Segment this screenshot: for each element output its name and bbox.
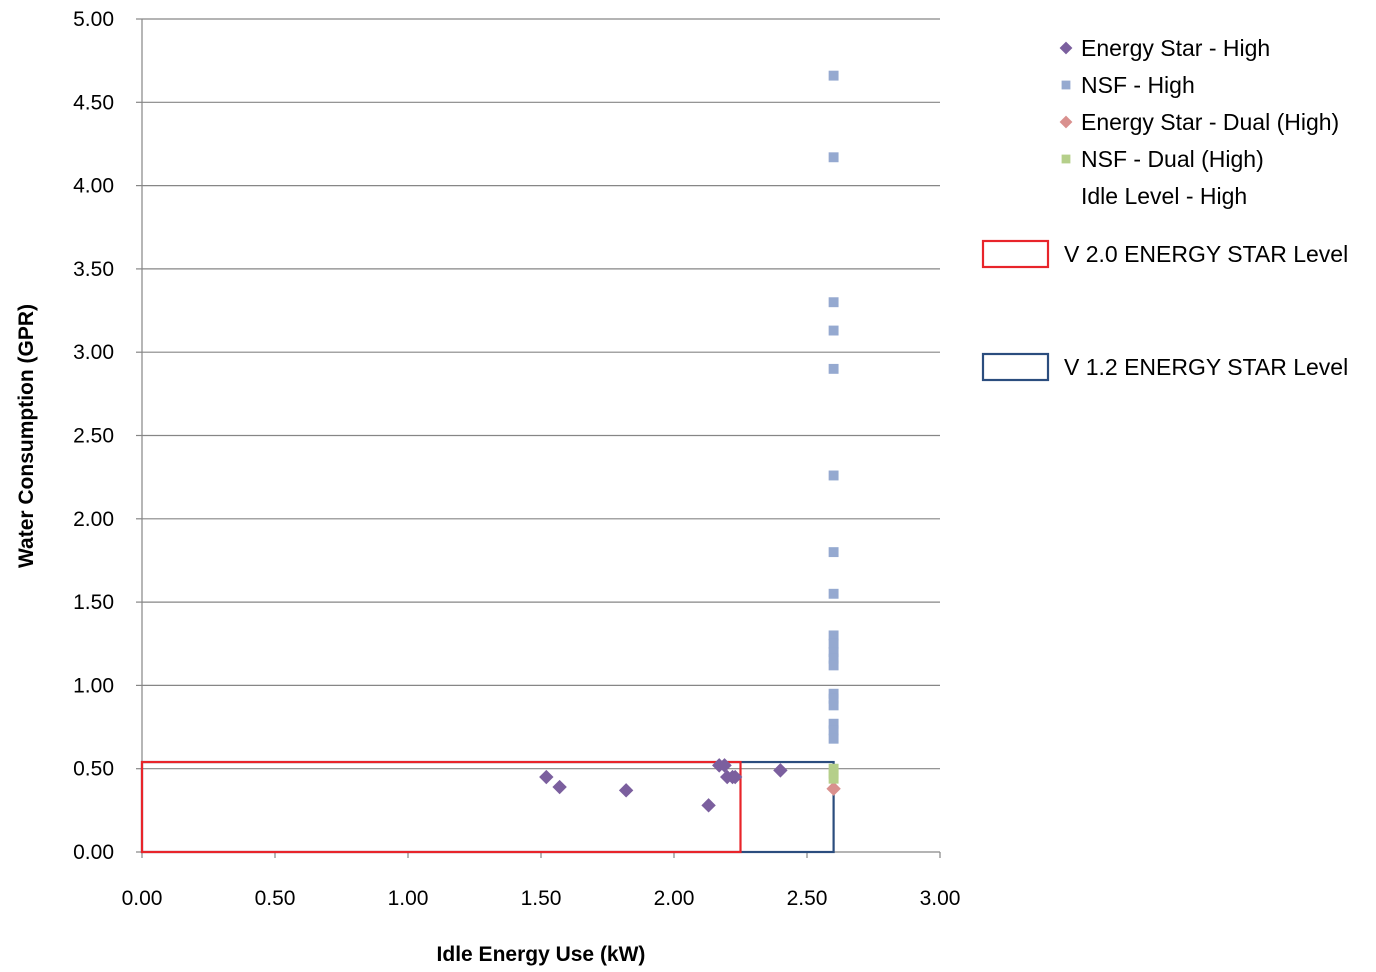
x-axis-tick-labels: 0.00 0.50 1.00 1.50 2.00 2.50 3.00 — [122, 887, 961, 910]
x-tick-label: 3.00 — [920, 887, 961, 910]
y-tick-label: 2.50 — [73, 425, 114, 448]
point-nsf-high — [828, 152, 839, 163]
y-tick-label: 2.00 — [73, 508, 114, 531]
data-points — [539, 70, 841, 813]
legend-entry-label: NSF - Dual (High) — [1081, 146, 1264, 172]
point-nsf-high — [828, 688, 839, 699]
point-nsf-high — [828, 547, 839, 558]
point-nsf-high — [828, 638, 839, 649]
legend-region-label: V 1.2 ENERGY STAR Level — [1064, 354, 1348, 380]
energy-star-regions — [140, 760, 835, 854]
legend: Energy Star - High NSF - High Energy Star … — [981, 35, 1348, 382]
y-tick-label: 3.50 — [73, 258, 114, 281]
y-tick-label: 5.00 — [73, 8, 114, 31]
legend-marker — [1059, 41, 1073, 55]
point-energy-star-high — [717, 758, 732, 773]
point-nsf-high — [828, 718, 839, 729]
point-nsf-high — [828, 70, 839, 81]
y-tick-label: 3.00 — [73, 341, 114, 364]
legend-region-label: V 2.0 ENERGY STAR Level — [1064, 241, 1348, 267]
y-tick-label: 0.00 — [73, 841, 114, 864]
point-energy-star-dual-high- — [826, 781, 841, 796]
y-tick-label: 4.00 — [73, 175, 114, 198]
x-axis-title: Idle Energy Use (kW) — [437, 943, 646, 966]
x-tick-label: 2.00 — [654, 887, 695, 910]
point-nsf-dual-high- — [828, 773, 839, 784]
y-tick-label: 1.50 — [73, 591, 114, 614]
legend-region-swatch — [981, 239, 1050, 269]
x-tick-label: 1.00 — [388, 887, 429, 910]
point-nsf-high — [828, 470, 839, 481]
point-nsf-dual-high- — [828, 763, 839, 774]
legend-entry-label: NSF - High — [1081, 72, 1195, 98]
point-nsf-high — [828, 588, 839, 599]
gridlines — [136, 18, 941, 858]
point-nsf-high — [828, 325, 839, 336]
y-tick-label: 1.00 — [73, 674, 114, 697]
point-energy-star-high — [727, 769, 743, 785]
legend-marker — [1061, 80, 1071, 90]
legend-entry-label: Energy Star - High — [1081, 35, 1270, 61]
point-nsf-high — [828, 733, 839, 744]
x-tick-label: 1.50 — [521, 887, 562, 910]
point-energy-star-high — [773, 763, 788, 778]
legend-entry-label: Energy Star - Dual (High) — [1081, 109, 1339, 135]
x-tick-label: 2.50 — [787, 887, 828, 910]
y-tick-label: 4.50 — [73, 91, 114, 114]
point-nsf-high — [828, 363, 839, 374]
x-tick-label: 0.50 — [255, 887, 296, 910]
point-energy-star-high — [701, 798, 716, 813]
point-nsf-high — [828, 630, 839, 641]
point-energy-star-high — [552, 779, 567, 795]
point-nsf-high — [828, 693, 839, 704]
region-v-2-0-energy-star-level — [140, 760, 742, 854]
y-axis-tick-labels: 0.00 0.50 1.00 1.50 2.00 2.50 3.00 3.50 4.00 4.50… — [73, 8, 114, 864]
legend-entry-label: Idle Level - High — [1081, 183, 1247, 209]
point-nsf-high — [828, 660, 839, 671]
y-axis-title: Water Consumption (GPR) — [15, 304, 38, 568]
legend-region-swatch — [981, 352, 1050, 382]
point-nsf-high — [828, 700, 839, 711]
point-nsf-high — [828, 647, 839, 658]
point-nsf-dual-high- — [828, 768, 839, 779]
legend-marker — [1059, 115, 1073, 129]
point-energy-star-high — [539, 769, 554, 785]
point-nsf-high — [828, 653, 839, 664]
x-tick-label: 0.00 — [122, 887, 163, 910]
legend-marker — [1061, 154, 1071, 164]
point-energy-star-high — [618, 783, 634, 798]
y-tick-label: 0.50 — [73, 758, 114, 781]
point-nsf-high — [828, 297, 839, 308]
point-nsf-high — [828, 725, 839, 736]
